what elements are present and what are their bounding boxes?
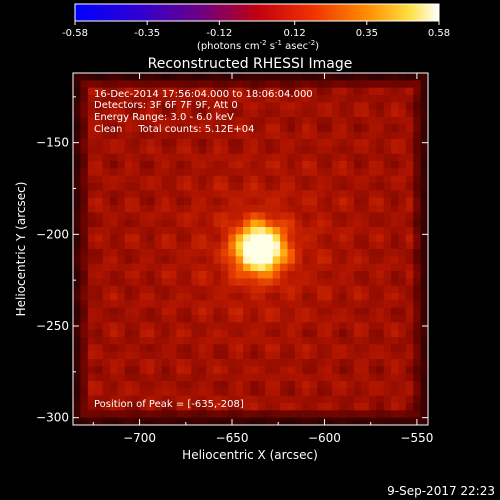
colorbar-tick-label: -0.58	[62, 28, 88, 39]
info-energy: Energy Range: 3.0 - 6.0 keV	[94, 112, 234, 123]
x-tick-label: −700	[123, 431, 156, 445]
colorbar-tick-label: 0.35	[356, 28, 378, 39]
info-clean: Clean Total counts: 5.12E+04	[94, 124, 254, 135]
colorbar-tick-label: 0.58	[428, 28, 450, 39]
colorbar-gradient	[74, 3, 440, 22]
plot-timestamp: 9-Sep-2017 22:23	[387, 484, 495, 498]
y-axis-label: Heliocentric Y (arcsec)	[14, 182, 28, 317]
colorbar-tick-label: -0.35	[134, 28, 160, 39]
info-detectors: Detectors: 3F 6F 7F 9F, Att 0	[94, 100, 238, 111]
info-time-range: 16-Dec-2014 17:56:04.000 to 18:06:04.000	[94, 89, 313, 100]
x-tick-label: −650	[216, 431, 249, 445]
x-tick-label: −600	[308, 431, 341, 445]
y-tick-label: −200	[36, 227, 69, 241]
colorbar-ticks: -0.58 -0.35 -0.12 0.12 0.35 0.58	[62, 21, 450, 39]
plot-frame	[72, 72, 429, 426]
axis-ticks: −700 −650 −600 −550 −300 −250 −200 −150	[36, 73, 433, 445]
x-tick-label: −550	[400, 431, 433, 445]
y-tick-label: −250	[36, 319, 69, 333]
y-tick-label: −300	[36, 411, 69, 425]
chart-title: Reconstructed RHESSI Image	[148, 56, 353, 72]
info-peak-position: Position of Peak = [-635,-208]	[94, 399, 244, 410]
colorbar: -0.58 -0.35 -0.12 0.12 0.35 0.58 (photons cm-…	[62, 3, 450, 52]
colorbar-tick-label: -0.12	[206, 28, 232, 39]
x-axis-label: Heliocentric X (arcsec)	[182, 448, 318, 462]
colorbar-tick-label: 0.12	[284, 28, 306, 39]
y-tick-label: −150	[36, 136, 69, 150]
info-block: 16-Dec-2014 17:56:04.000 to 18:06:04.000…	[94, 89, 313, 135]
heatmap-image	[73, 73, 428, 425]
colorbar-unit-label: (photons cm-2 s-1 asec-2)	[197, 39, 319, 52]
